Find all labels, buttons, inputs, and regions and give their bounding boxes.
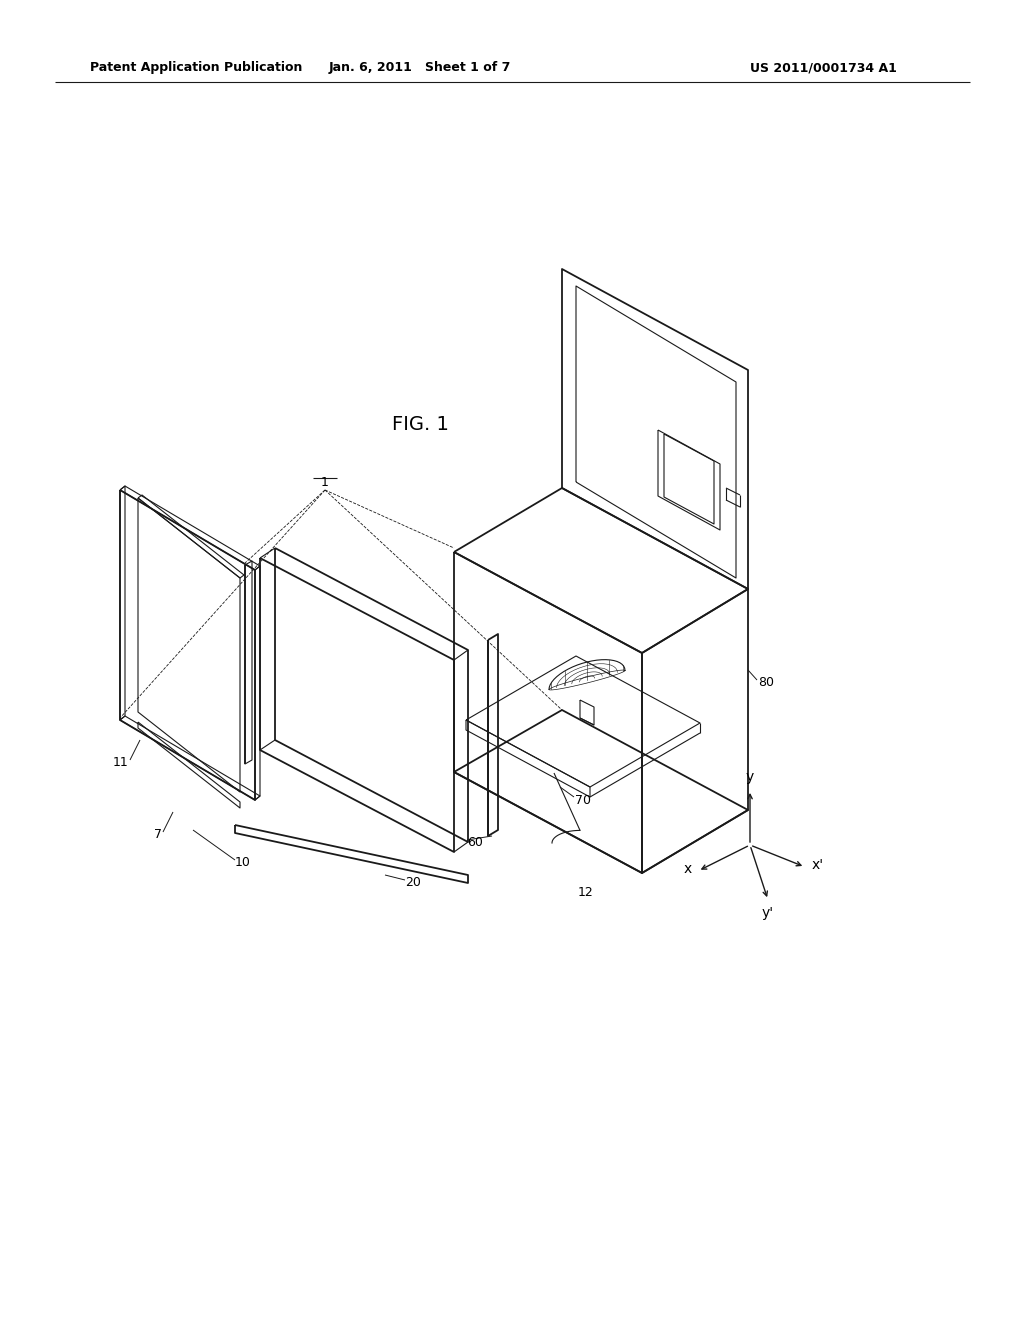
Text: 12: 12 <box>578 886 594 899</box>
Text: 20: 20 <box>406 876 421 890</box>
Text: FIG. 1: FIG. 1 <box>391 416 449 434</box>
Text: 1: 1 <box>322 477 329 490</box>
Text: US 2011/0001734 A1: US 2011/0001734 A1 <box>750 62 897 74</box>
Text: x: x <box>684 862 692 876</box>
Text: 7: 7 <box>154 828 162 841</box>
Text: 11: 11 <box>113 755 128 768</box>
Text: 60: 60 <box>467 837 483 850</box>
Text: y': y' <box>762 906 774 920</box>
Text: 80: 80 <box>758 676 774 689</box>
Text: 10: 10 <box>234 857 251 870</box>
Text: Patent Application Publication: Patent Application Publication <box>90 62 302 74</box>
Text: 70: 70 <box>575 793 591 807</box>
Text: Jan. 6, 2011   Sheet 1 of 7: Jan. 6, 2011 Sheet 1 of 7 <box>329 62 511 74</box>
Text: x': x' <box>812 858 824 873</box>
Text: y: y <box>745 770 754 784</box>
